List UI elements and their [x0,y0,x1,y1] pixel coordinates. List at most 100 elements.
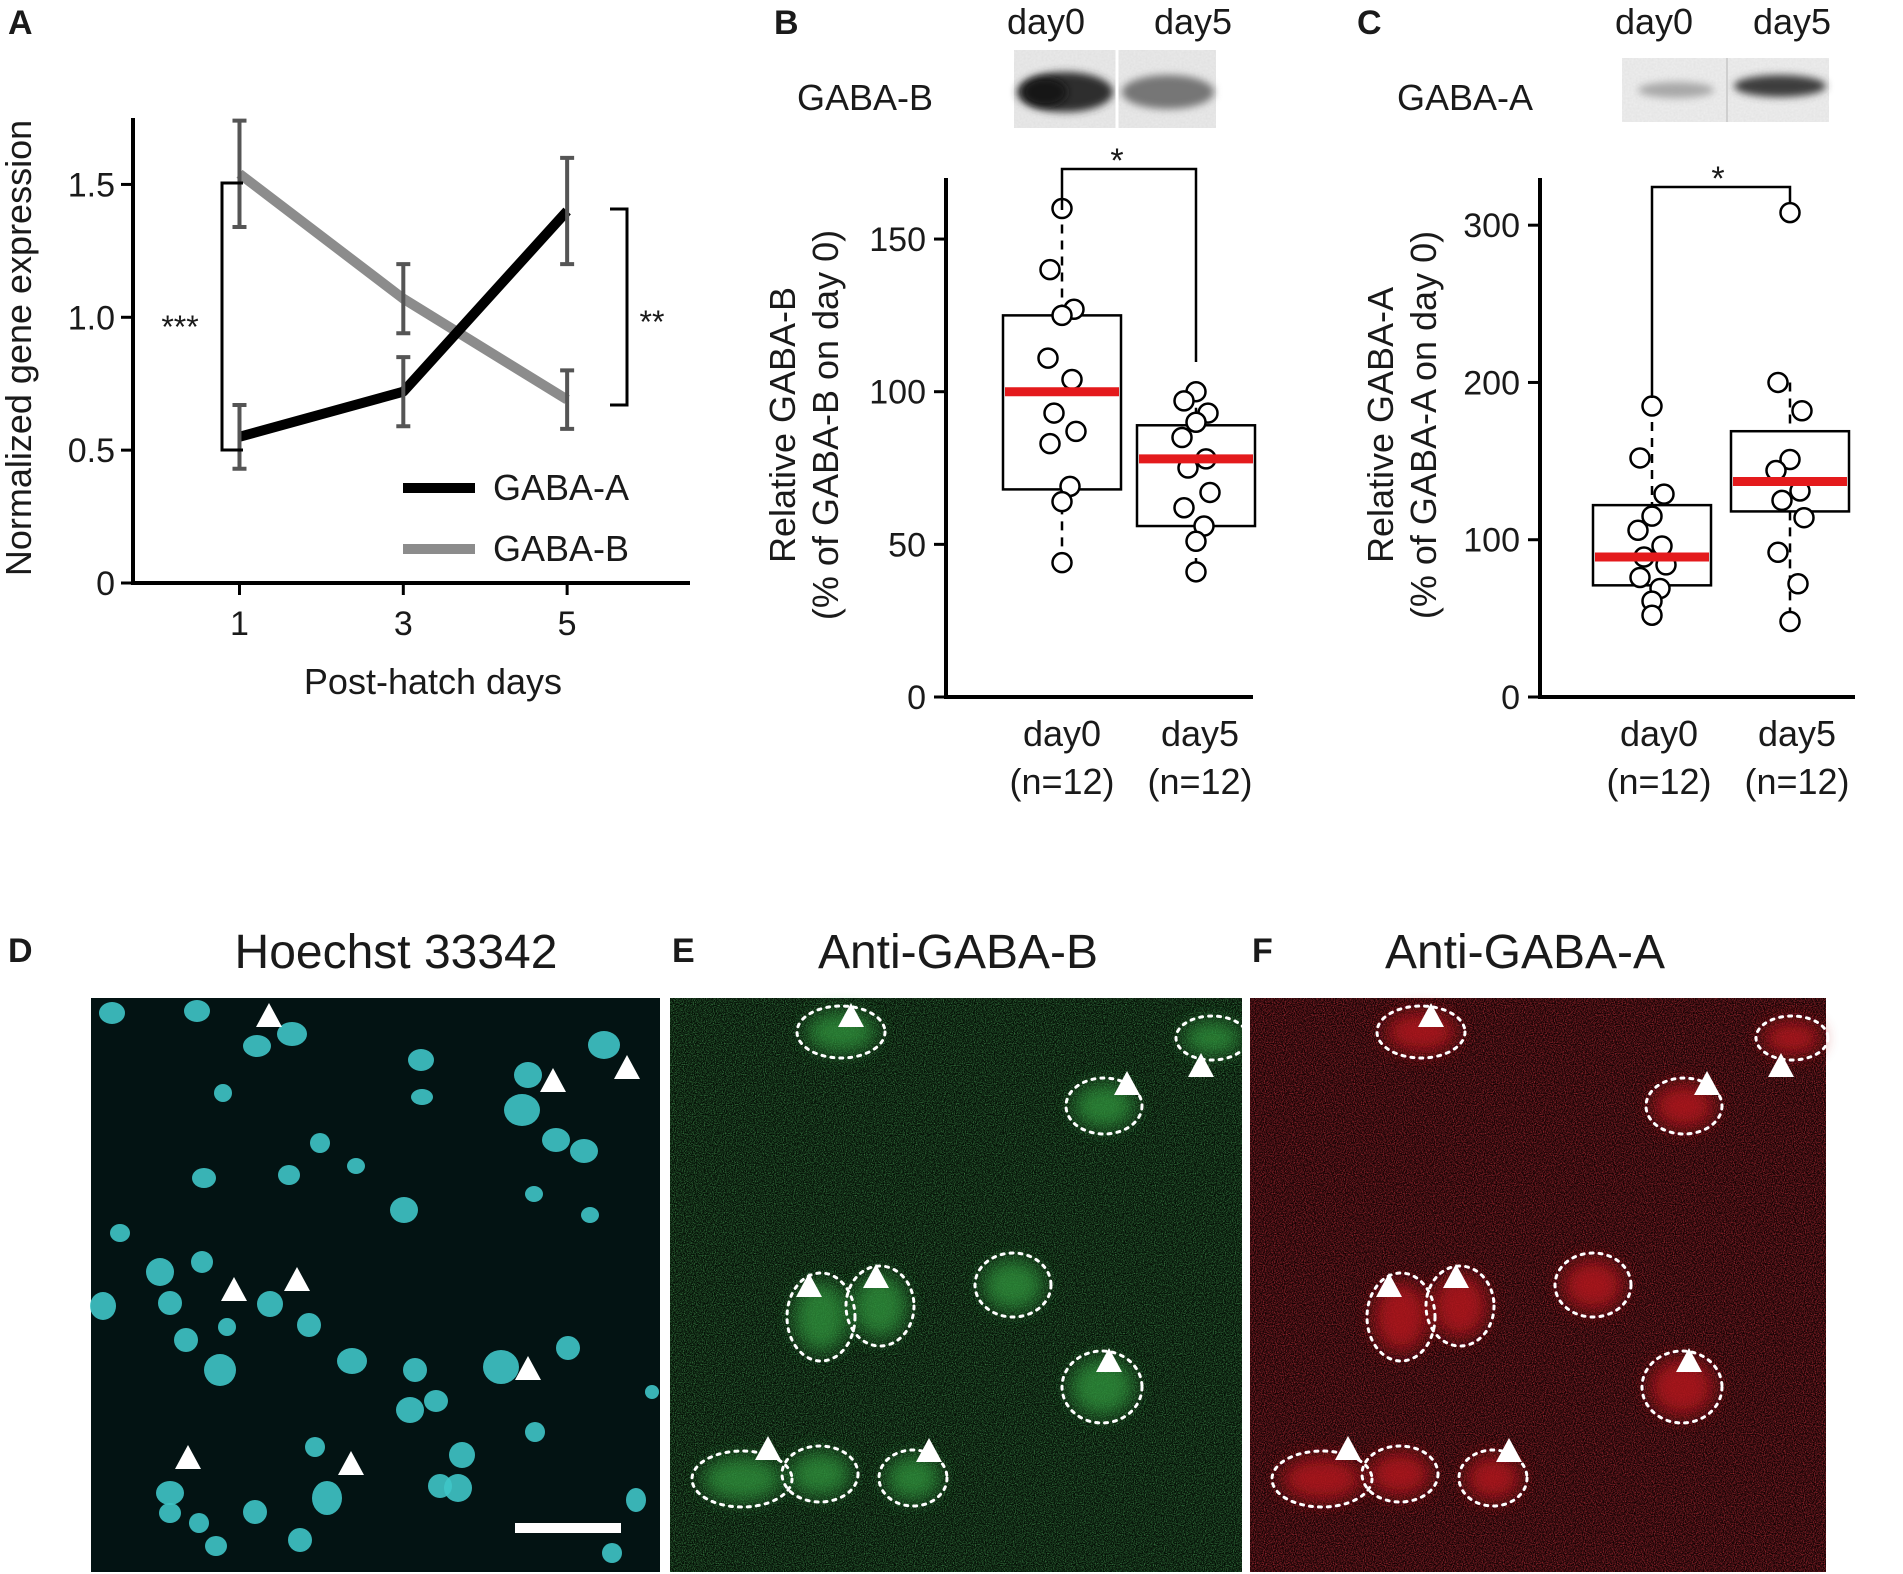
panel-a-bracket-right [610,207,629,407]
data-point [1779,201,1801,224]
panel-a-error-bar [396,355,411,429]
cell-outline [844,1264,916,1348]
data-point [1641,604,1663,626]
nucleus [396,1397,424,1423]
nucleus [390,1197,418,1223]
arrowhead-icon [175,1445,201,1469]
nucleus [297,1313,321,1337]
cell-outline [877,1448,949,1508]
panel-a-bracket-left [220,181,243,452]
panel-c-blot-lane-day5: day5 [1753,1,1831,42]
panel-b-y-label: Relative GABA-B [762,287,803,563]
nucleus [602,1543,622,1563]
nucleus [99,1002,125,1024]
arrowhead-icon [540,1068,566,1092]
data-point [1043,402,1065,424]
cell-signal [1385,1011,1457,1053]
panel-c-x-label-day0: day0 [1620,713,1698,754]
box-day5 [1135,424,1257,528]
nucleus [218,1318,236,1336]
arrowhead-icon [863,1264,889,1288]
panel-b-label: B [774,4,799,42]
panel-divider-de [660,998,670,1572]
cell-signal [1282,1456,1362,1502]
data-point [1641,505,1663,527]
nucleus [312,1481,342,1515]
panel-b-y-label-unit: (% of GABA-B on day 0) [805,230,846,620]
panel-a-significance-left: *** [161,309,198,345]
panel-f-title: Anti-GABA-A [1385,926,1665,979]
panel-a-y-tick-label: 0 [96,565,115,603]
cell-signal [1183,1020,1241,1056]
nucleus [588,1031,620,1059]
panel-e-label: E [672,932,695,970]
panel-b-blot-name: GABA-B [797,77,933,118]
nucleus [278,1165,300,1185]
data-point [1039,432,1061,455]
cell-signal [982,1259,1044,1311]
cell-outline [1553,1251,1633,1319]
panel-a-error-bar [560,368,575,431]
cell-outline [1365,1271,1437,1363]
nucleus [424,1390,448,1412]
arrowhead-icon [755,1436,781,1460]
panel-d-title: Hoechst 33342 [235,926,558,979]
cell-outline [1360,1444,1440,1504]
cell-outline [1060,1349,1144,1425]
data-point [1039,258,1061,281]
panel-c-significance-star: * [1711,160,1724,198]
arrowhead-icon [1418,1003,1444,1027]
nucleus [581,1207,599,1223]
nucleus [204,1354,236,1386]
cell-signal [1562,1259,1624,1311]
cell-signal [852,1274,908,1338]
cell-signal [1763,1020,1821,1056]
panel-c-blot-name: GABA-A [1397,77,1533,118]
arrowhead-icon [1376,1273,1402,1297]
data-point [1793,506,1815,529]
legend-label-gaba-b: GABA-B [493,528,629,569]
nucleus [514,1062,542,1088]
panel-a-error-bar [560,155,575,267]
panel-a-y-tick-label: 1.0 [68,299,115,337]
panel-b-blot-lane-day5: day5 [1154,1,1232,42]
panel-a-error-bar [232,402,247,471]
data-point [1627,519,1649,542]
data-point [1051,490,1073,513]
cell-signal [1650,1358,1714,1416]
data-point [1653,483,1675,505]
data-point [1185,561,1207,583]
nucleus [277,1022,307,1046]
panel-b-significance-bracket [1060,167,1198,362]
nucleus [159,1503,181,1523]
arrowhead-icon [338,1451,364,1475]
data-point [1629,447,1651,469]
cell-signal [1369,1451,1431,1497]
nucleus [288,1528,312,1552]
panel-a-y-label: Normalized gene expression [0,120,39,576]
data-point [1641,395,1663,417]
data-point [1629,566,1651,589]
nucleus [243,1500,267,1524]
nucleus [214,1084,232,1102]
cell-signal [789,1451,851,1497]
scale-bar [515,1523,621,1533]
panel-b-y-tick-label: 0 [907,679,926,717]
arrowhead-icon [1096,1348,1122,1372]
panel-c-y-tick-label: 200 [1463,364,1520,402]
cell-outline [1375,1004,1467,1060]
arrowhead-icon [614,1055,640,1079]
panel-b-x-count-day5: (n=12) [1147,761,1252,802]
data-point [1767,541,1789,564]
panel-c-y-label-unit: (% of GABA-A on day 0) [1403,231,1444,619]
panel-b-y-tick-label: 50 [888,526,926,564]
nucleus [483,1350,519,1384]
nucleus [542,1128,570,1152]
nucleus [556,1336,580,1360]
data-point [1061,368,1083,391]
cell-outline [785,1271,857,1363]
panel-c-y-ticks: 0 100 200 300 [1463,207,1540,717]
arrowhead-icon [1768,1053,1794,1077]
nucleus [110,1224,130,1242]
panel-a-x-tick-label: 1 [230,605,249,643]
